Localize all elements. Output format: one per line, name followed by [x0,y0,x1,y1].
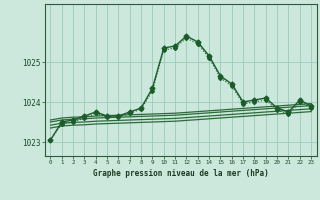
X-axis label: Graphe pression niveau de la mer (hPa): Graphe pression niveau de la mer (hPa) [93,169,269,178]
